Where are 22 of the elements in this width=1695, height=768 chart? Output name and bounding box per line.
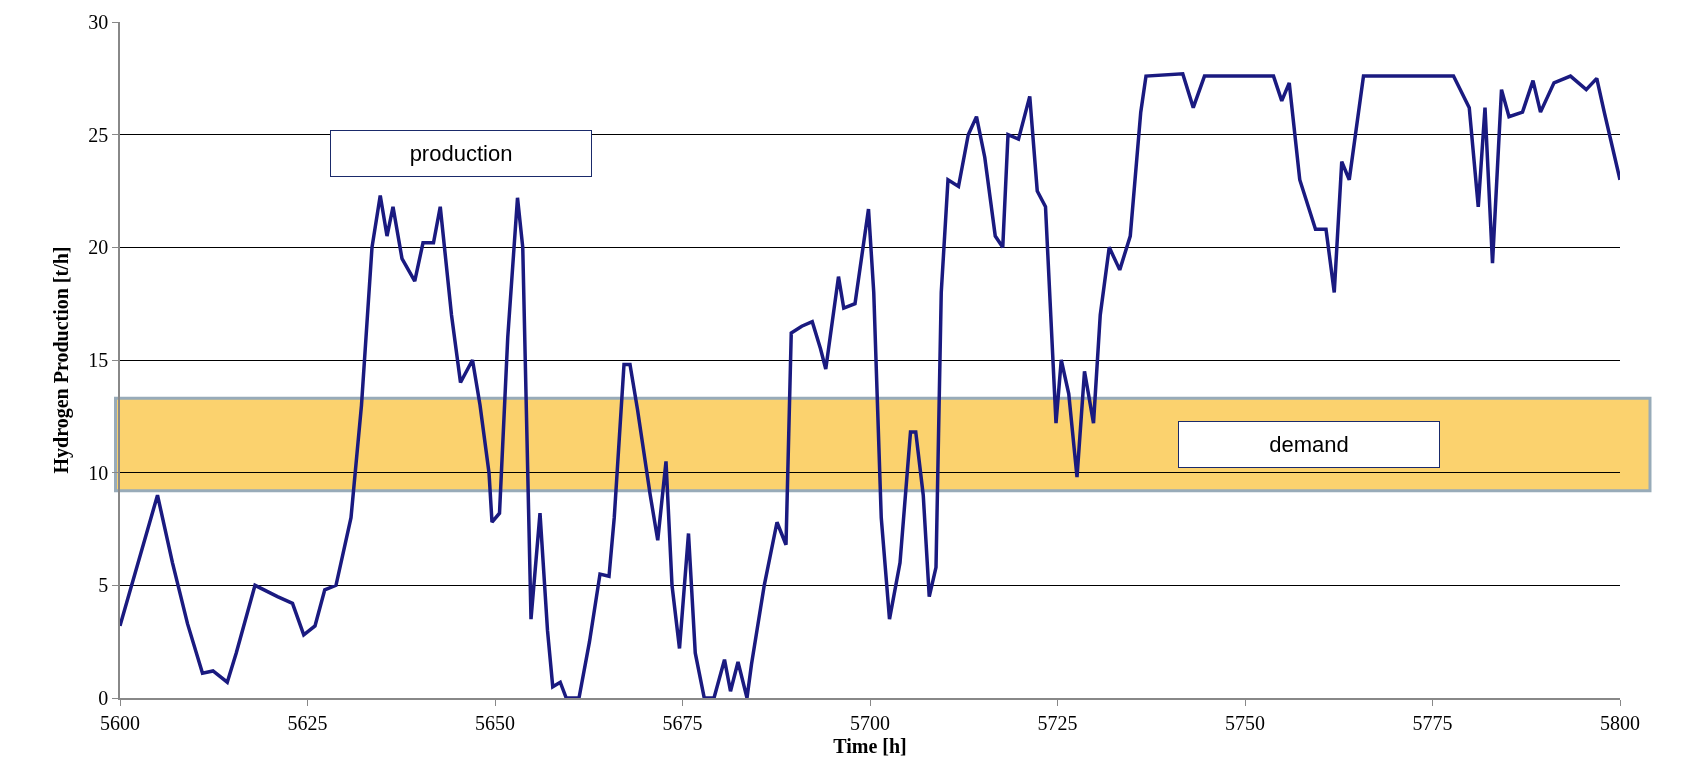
y-tick-label: 30 bbox=[88, 11, 109, 33]
x-tick-label: 5675 bbox=[662, 711, 703, 734]
text-box: demand bbox=[1178, 421, 1440, 468]
x-tick-label: 5625 bbox=[287, 711, 328, 734]
y-tick-label: 15 bbox=[88, 349, 109, 371]
text-box: production bbox=[330, 130, 592, 177]
y-axis-title: Hydrogen Production [t/h] bbox=[50, 246, 74, 474]
x-tick-label: 5725 bbox=[1037, 711, 1078, 734]
x-tick-label: 5700 bbox=[850, 711, 890, 734]
y-tick-label: 25 bbox=[88, 123, 109, 146]
x-tick-label: 5650 bbox=[475, 711, 515, 734]
x-tick-label: 5600 bbox=[100, 711, 140, 734]
annotation: production bbox=[409, 141, 513, 166]
x-axis-title: Time [h] bbox=[833, 734, 907, 757]
x-tick-label: 5775 bbox=[1412, 711, 1453, 734]
y-tick-label: 5 bbox=[98, 574, 109, 597]
band-label: demand bbox=[1269, 432, 1349, 457]
x-tick-label: 5750 bbox=[1225, 711, 1265, 734]
y-tick-label: 0 bbox=[98, 687, 109, 709]
x-tick-label: 5800 bbox=[1600, 711, 1640, 734]
y-tick-label: 20 bbox=[88, 236, 109, 259]
y-tick-label: 10 bbox=[88, 461, 109, 484]
